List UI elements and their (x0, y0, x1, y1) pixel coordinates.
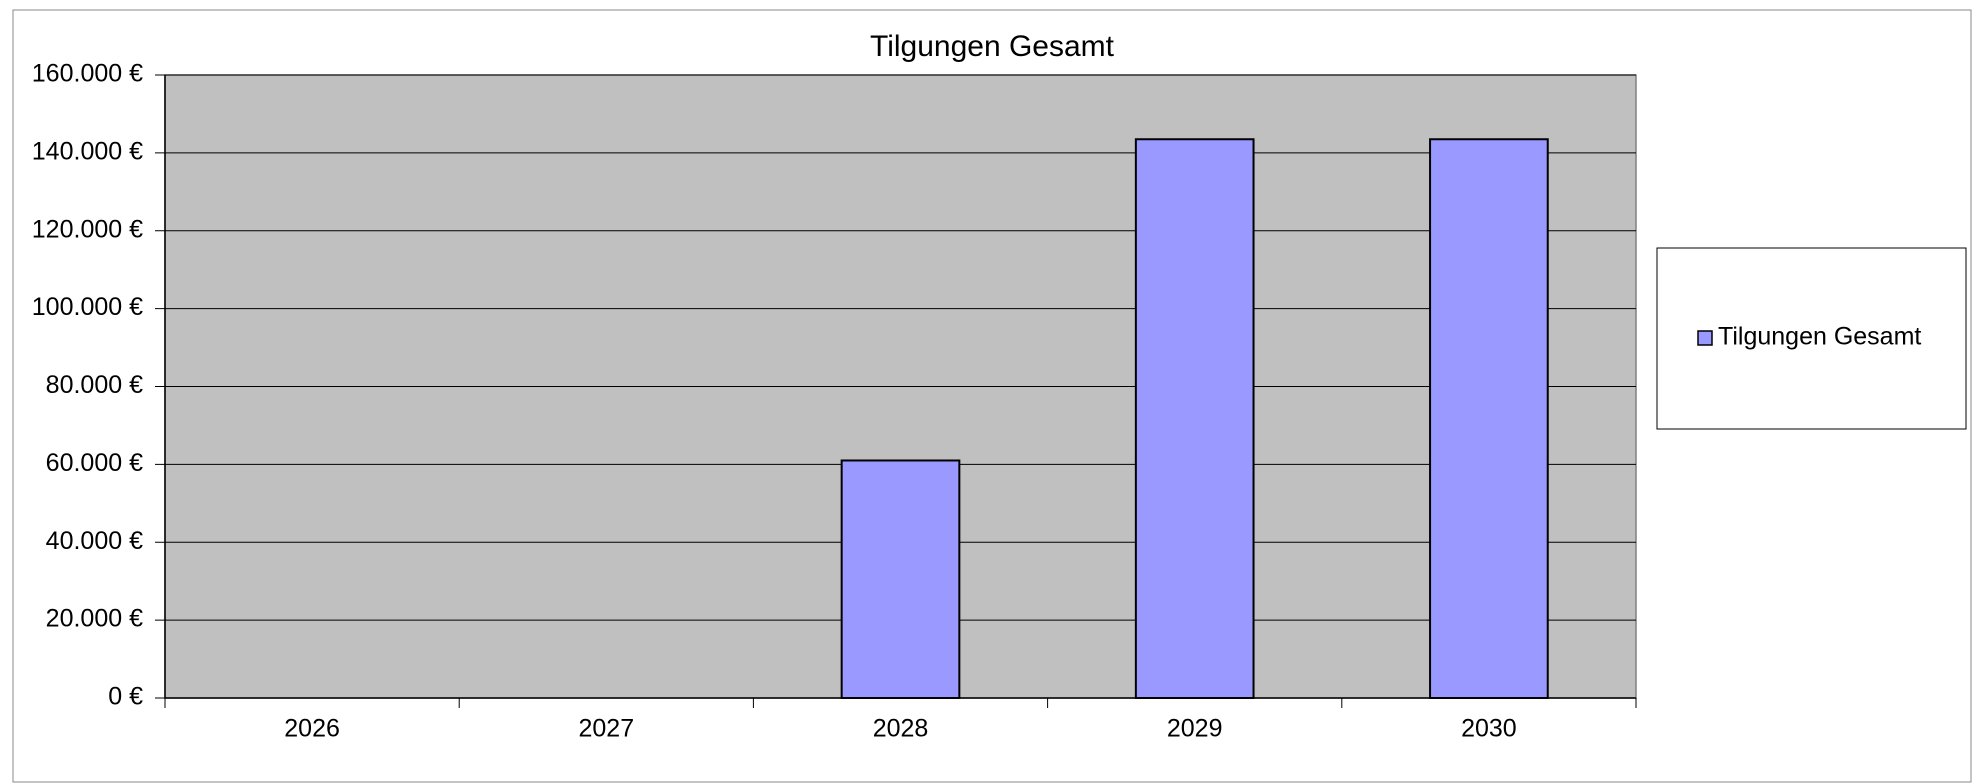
y-tick-label: 100.000 € (32, 293, 143, 321)
y-tick-label: 160.000 € (32, 60, 143, 88)
chart-title: Tilgungen Gesamt (870, 30, 1115, 63)
y-tick-label: 80.000 € (46, 371, 143, 399)
legend-swatch (1697, 330, 1713, 346)
y-tick-label: 140.000 € (32, 137, 143, 165)
x-tick-label: 2029 (1167, 715, 1223, 743)
y-tick-label: 0 € (108, 683, 143, 711)
y-tick-label: 40.000 € (46, 527, 143, 555)
x-tick-label: 2026 (284, 715, 340, 743)
x-tick-label: 2030 (1461, 715, 1517, 743)
bar (840, 459, 961, 700)
y-tick-label: 20.000 € (46, 605, 143, 633)
x-tick-label: 2027 (578, 715, 634, 743)
bar (1134, 138, 1255, 699)
y-tick-label: 60.000 € (46, 449, 143, 477)
legend-label: Tilgungen Gesamt (1718, 323, 1921, 351)
y-tick-label: 120.000 € (32, 215, 143, 243)
x-tick-label: 2028 (873, 715, 929, 743)
legend-box (1656, 247, 1967, 430)
bar (1429, 138, 1549, 699)
